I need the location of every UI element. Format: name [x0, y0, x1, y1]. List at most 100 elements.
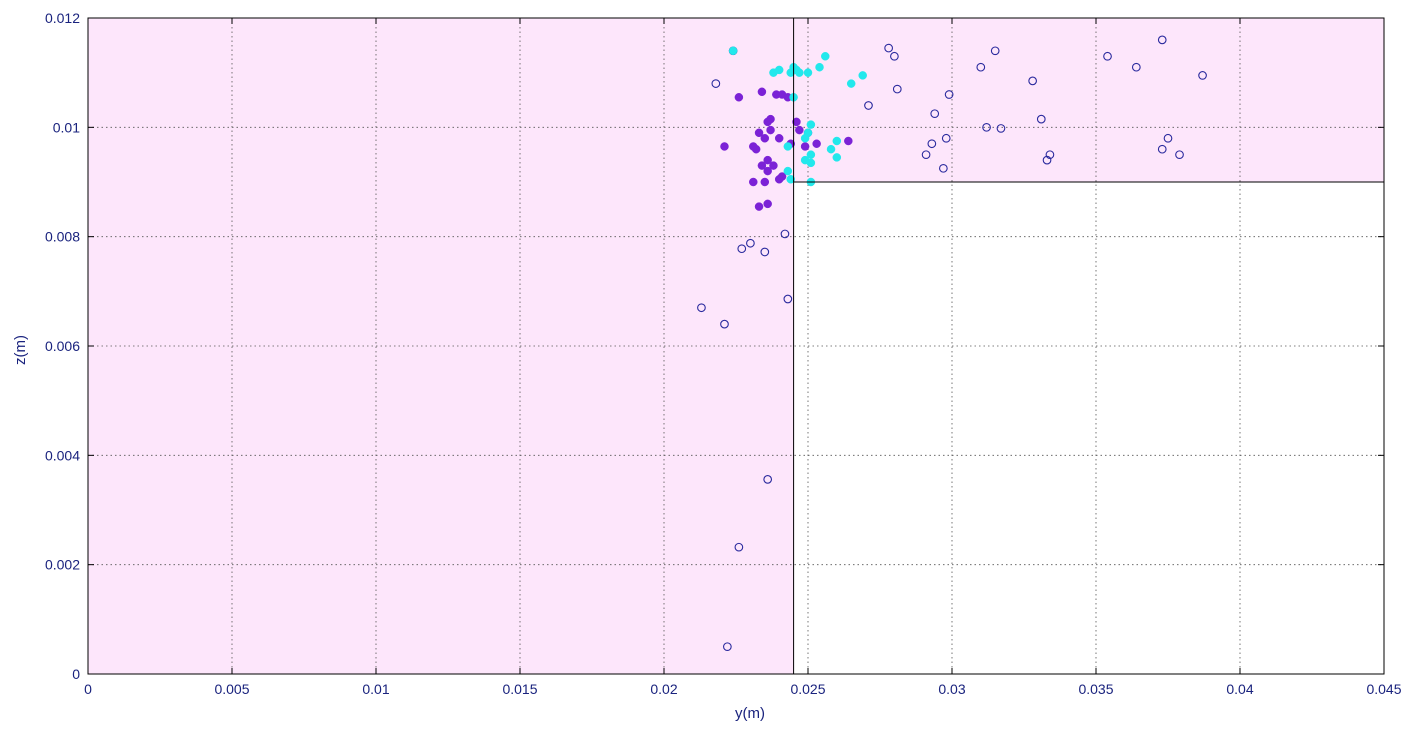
data-point-open	[734, 542, 744, 552]
data-point-cyan	[806, 120, 816, 129]
data-point-purple	[751, 144, 761, 154]
data-point-purple	[766, 114, 775, 124]
data-point-purple	[769, 161, 778, 170]
data-point-purple	[757, 161, 767, 170]
x-tick-label: 0.04	[1226, 681, 1253, 697]
data-point-cyan	[806, 158, 816, 168]
data-point-cyan	[826, 144, 836, 154]
data-point-purple	[844, 136, 853, 146]
data-point-open	[944, 90, 954, 99]
data-point-purple	[720, 142, 729, 151]
data-point-cyan	[800, 134, 810, 143]
data-point-open	[930, 109, 940, 119]
data-point-cyan	[821, 52, 830, 61]
data-point-cyan	[815, 62, 824, 72]
data-point-open	[1157, 144, 1167, 154]
data-point-open	[1028, 76, 1037, 86]
data-point-open	[884, 43, 893, 53]
data-point-open	[760, 247, 770, 257]
data-point-open	[1163, 133, 1173, 143]
x-tick-label: 0.045	[1366, 681, 1401, 697]
x-tick-label: 0.035	[1078, 681, 1113, 697]
data-point-open	[1045, 150, 1055, 160]
data-point-open	[921, 150, 931, 160]
data-point-open	[996, 124, 1006, 133]
data-point-open	[1157, 35, 1167, 45]
data-point-cyan	[832, 153, 842, 162]
y-tick-label: 0.006	[45, 338, 80, 354]
data-point-cyan	[786, 175, 795, 184]
y-tick-label: 0.012	[45, 10, 80, 26]
data-point-purple	[792, 117, 801, 127]
data-point-open	[976, 62, 986, 72]
data-point-open	[723, 642, 732, 652]
data-point-open	[783, 294, 793, 304]
y-tick-label: 0.008	[45, 229, 80, 245]
data-point-cyan	[783, 166, 793, 176]
ticks-layer: 0 0.005 0.01 0.015 0.02 0.025 0.03 0.035 0.04 0.0…	[45, 10, 1402, 697]
data-point-purple	[754, 128, 764, 138]
data-point-purple	[763, 155, 772, 165]
data-point-open	[737, 244, 747, 254]
data-point-cyan	[728, 46, 738, 56]
data-point-open	[927, 139, 937, 149]
x-tick-label: 0.03	[938, 681, 965, 697]
y-tick-label: 0.002	[45, 557, 80, 573]
y-tick-label: 0	[72, 666, 80, 682]
data-point-cyan	[774, 65, 784, 75]
data-point-open	[697, 303, 706, 313]
data-point-purple	[734, 93, 744, 102]
data-point-purple	[763, 199, 772, 209]
x-tick-label: 0.025	[790, 681, 825, 697]
data-point-open	[990, 46, 1000, 56]
data-point-open	[864, 101, 873, 110]
data-point-open	[1175, 150, 1184, 160]
y-tick-label: 0.01	[53, 119, 80, 135]
shaded-region-2	[793, 18, 1384, 182]
data-point-open	[763, 475, 773, 484]
data-point-open	[746, 238, 755, 248]
x-tick-label: 0.02	[650, 681, 677, 697]
data-point-purple	[795, 125, 804, 135]
data-point-purple	[800, 142, 810, 151]
data-point-purple	[760, 134, 770, 143]
data-point-cyan	[795, 68, 804, 77]
y-tick-label: 0.004	[45, 447, 80, 463]
boundary-layer	[793, 18, 1384, 674]
data-point-open	[939, 163, 948, 173]
data-point-open	[711, 79, 721, 88]
data-point-open	[1103, 51, 1112, 61]
data-point-open	[1198, 71, 1207, 80]
data-point-purple	[749, 177, 758, 187]
data-point-cyan	[846, 79, 856, 88]
data-point-open	[982, 122, 991, 132]
data-point-purple	[760, 177, 770, 187]
y-axis-label: z(m)	[12, 335, 29, 365]
data-point-open	[720, 319, 729, 329]
data-point-cyan	[858, 71, 867, 80]
data-point-cyan	[783, 142, 793, 151]
x-tick-label: 0.01	[362, 681, 389, 697]
data-point-open	[892, 84, 902, 94]
data-point-open	[890, 51, 899, 61]
x-tick-label: 0.015	[502, 681, 537, 697]
points-layer	[697, 35, 1207, 652]
x-tick-label: 0	[84, 681, 92, 697]
data-point-purple	[754, 202, 764, 211]
data-point-purple	[757, 87, 767, 97]
data-point-open	[780, 229, 790, 239]
data-point-open	[1042, 155, 1052, 165]
data-point-purple	[812, 139, 821, 148]
data-point-purple	[774, 175, 784, 184]
data-point-open	[1036, 114, 1046, 124]
data-point-purple	[766, 125, 775, 135]
x-axis-label: y(m)	[735, 705, 765, 722]
data-point-purple	[774, 134, 784, 143]
data-point-cyan	[803, 68, 813, 77]
data-point-cyan	[832, 136, 842, 146]
grid-layer	[88, 18, 1384, 674]
x-tick-label: 0.005	[214, 681, 249, 697]
data-point-open	[1131, 62, 1141, 72]
data-point-open	[941, 133, 951, 143]
